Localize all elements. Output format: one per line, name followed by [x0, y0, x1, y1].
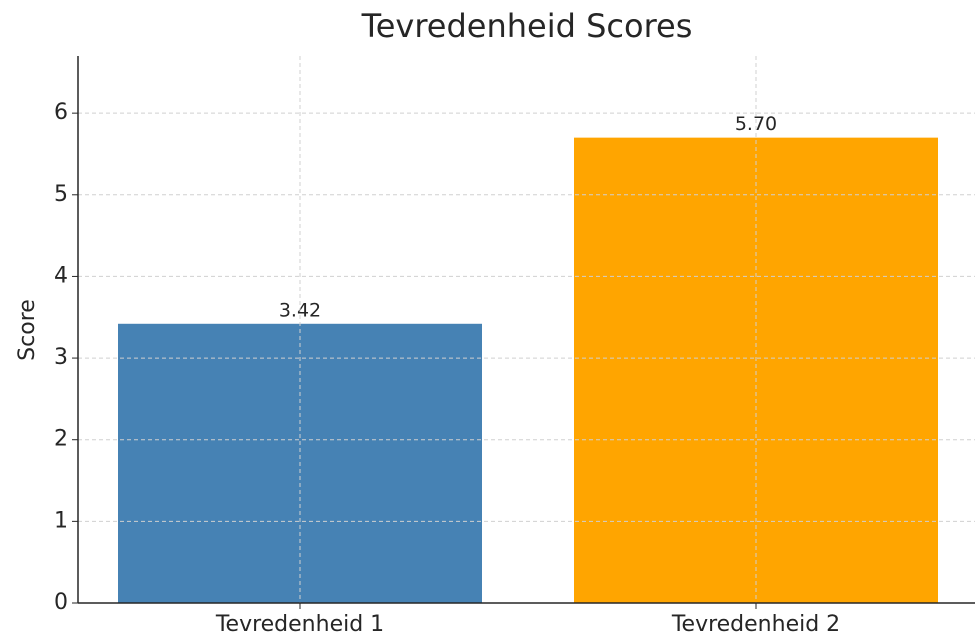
y-tick-label: 5 — [54, 182, 68, 207]
y-tick-label: 1 — [54, 508, 68, 533]
x-tick-label: Tevredenheid 2 — [671, 612, 840, 637]
y-tick-label: 4 — [54, 263, 68, 288]
y-tick-label: 0 — [54, 590, 68, 615]
y-tick-label: 3 — [54, 345, 68, 370]
chart-title: Tevredenheid Scores — [361, 7, 693, 45]
x-tick-label: Tevredenheid 1 — [215, 612, 384, 637]
value-label: 5.70 — [735, 113, 777, 135]
y-tick-label: 2 — [54, 427, 68, 452]
y-axis-label: Score — [15, 299, 40, 361]
y-tick-label: 6 — [54, 100, 68, 125]
